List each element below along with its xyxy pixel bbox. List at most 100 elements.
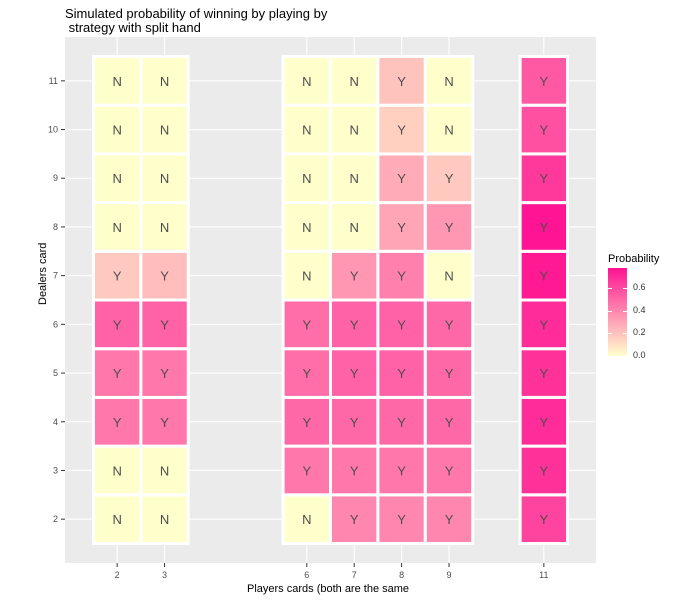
cell-label: Y [302, 415, 311, 430]
cell-label: N [302, 220, 311, 235]
cell-label: Y [540, 317, 549, 332]
x-tick-label: 7 [352, 570, 357, 580]
heatmap-cell [329, 54, 380, 107]
y-tick-label: 3 [53, 465, 58, 475]
cell-label: Y [160, 366, 169, 381]
cell-label: N [160, 463, 169, 478]
y-tick-label: 8 [53, 222, 58, 232]
heatmap-cell [518, 201, 570, 253]
heatmap-cell [518, 395, 570, 448]
cell-labels: N N Y Y Y Y N N N N N N Y Y Y Y N N N N N Y Y Y Y N N N N N Y Y Y Y Y Y N N N N… [112, 74, 548, 527]
legend-tick [623, 333, 627, 335]
cell-label: Y [540, 269, 549, 284]
legend-tick [608, 333, 612, 335]
heatmap-cell [281, 395, 333, 448]
heatmap-cell [329, 395, 380, 448]
heatmap-cell [518, 54, 570, 107]
cell-label: Y [445, 512, 454, 527]
cell-label: Y [113, 317, 122, 332]
heatmap-cell [423, 347, 475, 399]
legend-colorbar [608, 268, 627, 356]
heatmap-cell [518, 444, 570, 497]
heatmap-cell [329, 298, 380, 351]
heatmap-cell [139, 444, 190, 497]
cell-label: Y [445, 415, 454, 430]
cell-label: Y [160, 415, 169, 430]
cell-label: N [160, 512, 169, 527]
y-tick-label: 7 [53, 271, 58, 281]
cell-label: Y [160, 269, 169, 284]
x-tick-label: 6 [304, 570, 309, 580]
cell-label: Y [350, 269, 359, 284]
heatmap-cell [91, 249, 143, 302]
cell-label: N [112, 512, 121, 527]
legend-tick [608, 288, 612, 290]
heatmap-cell [423, 201, 475, 253]
x-tick-label: 9 [447, 570, 452, 580]
cell-label: Y [445, 171, 454, 186]
legend-tick [623, 356, 627, 357]
heatmap-cell [423, 493, 475, 546]
heatmap-cell [376, 201, 427, 253]
heatmap-cell [423, 54, 475, 107]
y-tick-label: 2 [53, 514, 58, 524]
cell-label: N [444, 123, 453, 138]
cell-label: N [112, 74, 121, 89]
x-tick-label: 8 [399, 570, 404, 580]
y-axis-label: Dealers card [37, 242, 49, 305]
heatmap-cell [329, 152, 380, 205]
cell-label: Y [445, 220, 454, 235]
y-tick-label: 10 [48, 125, 58, 135]
cell-label: Y [350, 463, 359, 478]
legend-tick [608, 356, 612, 357]
cell-label: Y [350, 366, 359, 381]
cell-label: N [302, 512, 311, 527]
cell-label: Y [540, 463, 549, 478]
cell-label: Y [397, 123, 406, 138]
cell-label: N [160, 171, 169, 186]
cell-label: Y [445, 366, 454, 381]
cell-label: N [302, 123, 311, 138]
cell-label: N [112, 123, 121, 138]
cell-label: N [350, 171, 359, 186]
heatmap-cell [91, 54, 143, 107]
cell-label: Y [445, 463, 454, 478]
cell-label: N [112, 171, 121, 186]
heatmap-cell [376, 298, 427, 351]
cell-label: Y [302, 463, 311, 478]
heatmap-cell [423, 249, 475, 302]
cell-label: Y [540, 415, 549, 430]
y-tick-label: 11 [49, 76, 58, 86]
heatmap-cell [139, 201, 190, 253]
cell-label: Y [113, 415, 122, 430]
legend-tick [623, 288, 627, 290]
x-tick-label: 11 [539, 570, 548, 580]
legend-title: Probability [608, 253, 660, 265]
cell-label: Y [540, 220, 549, 235]
x-tick-label: 3 [162, 570, 167, 580]
cell-label: Y [160, 317, 169, 332]
cell-label: Y [397, 512, 406, 527]
cell-label: N [112, 463, 121, 478]
heatmap-cell [518, 493, 570, 546]
cell-label: N [350, 220, 359, 235]
heatmap-cell [376, 103, 427, 156]
y-tick-label: 9 [53, 173, 58, 183]
cell-label: Y [397, 415, 406, 430]
cell-label: N [112, 220, 121, 235]
x-axis-ticks: 2 3 6 7 8 9 11 [115, 563, 549, 580]
heatmap-cell [281, 493, 333, 546]
cell-label: Y [397, 366, 406, 381]
chart-title: Simulated probability of winning by play… [65, 6, 328, 35]
heatmap-cell [91, 103, 143, 156]
cell-label: Y [445, 317, 454, 332]
cell-label: Y [350, 415, 359, 430]
cell-label: N [160, 74, 169, 89]
cell-label: N [444, 74, 453, 89]
cell-label: N [350, 74, 359, 89]
cell-label: N [350, 123, 359, 138]
heatmap-cell [139, 249, 190, 302]
x-axis-label: Players cards (both are the same [247, 583, 410, 595]
cell-label: N [160, 123, 169, 138]
cell-label: Y [540, 171, 549, 186]
